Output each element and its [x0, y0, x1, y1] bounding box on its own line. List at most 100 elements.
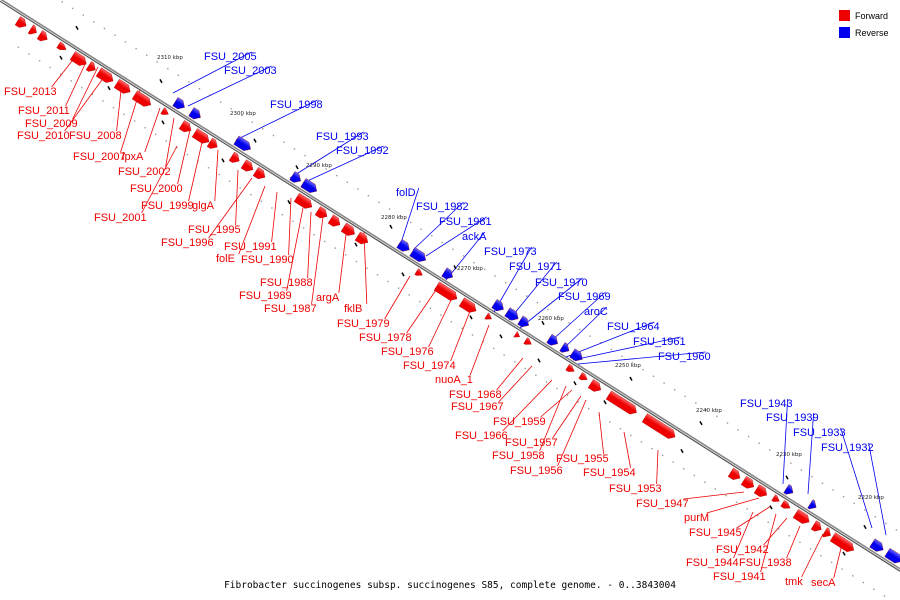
scale-dot-upper — [72, 7, 74, 10]
tick-mark-lower — [107, 86, 111, 91]
forward-gene-arrow — [293, 192, 313, 209]
scale-dot-lower — [471, 334, 474, 336]
leader-acka — [445, 231, 486, 281]
scale-dot-upper — [557, 315, 560, 317]
scale-dot-upper — [452, 248, 454, 250]
kbp-label: 2250 kbp — [615, 363, 641, 369]
scale-dot-lower — [809, 548, 812, 550]
gene-label-tmk: tmk — [785, 576, 803, 588]
forward-gene-arrow — [240, 159, 254, 172]
scale-dot-upper — [135, 47, 137, 50]
tick-mark-lower — [401, 272, 405, 277]
gene-label-fsu-1982: FSU_1982 — [416, 201, 469, 213]
kbp-label: 2280 kbp — [381, 215, 407, 221]
leader-fsu-1979 — [384, 275, 411, 320]
scale-dot-upper — [885, 522, 887, 525]
leader-fsu-1990 — [288, 197, 292, 256]
tick-mark-upper — [785, 475, 789, 480]
forward-gene-arrow — [565, 363, 575, 372]
reverse-gene-arrow — [807, 499, 817, 510]
scale-dot-lower — [873, 588, 875, 590]
scale-dot-lower — [450, 321, 453, 323]
gene-label-lpxa: lpxA — [122, 151, 144, 163]
forward-gene-arrow — [727, 467, 741, 480]
scale-dot-upper — [505, 282, 507, 284]
gene-label-fsu-1955: FSU_1955 — [556, 453, 609, 465]
gene-label-fsu-1961: FSU_1961 — [633, 336, 686, 348]
scale-dot-lower — [28, 53, 30, 55]
scale-dot-upper — [399, 215, 401, 217]
reverse-gene-arrow-body — [188, 107, 201, 120]
gene-label-fsu-1995: FSU_1995 — [188, 224, 241, 236]
leader-fsu-2002 — [165, 117, 175, 168]
scale-dot-lower — [640, 441, 643, 443]
forward-gene-arrow — [458, 297, 477, 313]
leader-fsu-1973 — [493, 246, 532, 313]
leader-fsu-1999 — [188, 137, 204, 202]
label-leader-lines — [51, 51, 887, 579]
forward-gene-arrow — [113, 78, 131, 94]
scale-dot-lower — [830, 561, 833, 564]
scale-dot-lower — [345, 254, 347, 256]
tick-mark-lower — [354, 242, 358, 247]
scale-dot-lower — [176, 147, 178, 149]
tick-mark-lower — [769, 505, 773, 510]
gene-label-fsu-1991: FSU_1991 — [224, 241, 277, 253]
scale-dot-upper — [325, 168, 327, 170]
gene-label-fsu-1966: FSU_1966 — [455, 430, 508, 442]
leader-fsu-1939 — [807, 412, 814, 495]
scale-dot-lower — [408, 294, 410, 296]
scale-dot-upper — [357, 188, 359, 190]
forward-gene-arrow — [314, 206, 328, 219]
forward-gene-arrow-body — [513, 330, 520, 338]
scale-dots — [17, 1, 898, 597]
leader-fsu-1987 — [311, 216, 324, 305]
scale-dot-upper — [832, 489, 834, 491]
scale-dot-upper — [705, 409, 707, 411]
scale-dot-upper — [103, 27, 106, 30]
scale-dot-lower — [514, 361, 516, 363]
leader-fsu-1998 — [235, 99, 318, 141]
forward-gene-arrow-body — [587, 379, 602, 392]
forward-gene-arrow — [27, 24, 37, 35]
leader-fsu-1959 — [540, 389, 573, 418]
scale-dot-lower — [376, 274, 379, 276]
leader-fsu-1993 — [289, 131, 364, 179]
leader-fsu-1960 — [577, 351, 706, 365]
scale-dot-upper — [420, 228, 422, 230]
reverse-gene-arrow — [233, 135, 251, 151]
gene-label-fsu-1989: FSU_1989 — [239, 290, 292, 302]
forward-gene-arrow-body — [27, 24, 37, 35]
scale-dot-lower — [17, 46, 20, 49]
forward-gene-arrow — [587, 379, 602, 392]
leader-fsu-1989 — [286, 207, 304, 292]
scale-dot-lower — [207, 167, 210, 169]
gene-label-fsu-1964: FSU_1964 — [607, 321, 660, 333]
kbp-label: 2240 kbp — [696, 408, 722, 414]
leader-fsu-1933 — [840, 427, 873, 529]
gene-label-fsu-2005: FSU_2005 — [204, 51, 257, 63]
scale-dot-upper — [114, 34, 116, 36]
gene-label-fsu-1943: FSU_1943 — [740, 398, 793, 410]
gene-label-fsu-1998: FSU_1998 — [270, 99, 323, 111]
tick-mark-lower — [469, 315, 473, 320]
scale-dot-lower — [757, 514, 759, 517]
kbp-label: 2310 kbp — [157, 55, 183, 61]
forward-gene-arrow-body — [191, 128, 210, 144]
gene-label-fold: folD — [396, 187, 416, 199]
gene-label-fsu-1939: FSU_1939 — [766, 412, 819, 424]
reverse-gene-arrow-body — [396, 239, 410, 252]
reverse-gene-arrow-body — [504, 307, 519, 321]
leader-fsu-1971 — [508, 261, 557, 321]
tick-mark-lower — [287, 200, 291, 205]
reverse-gene-arrow — [491, 299, 504, 312]
scale-dot-upper — [642, 368, 644, 371]
scale-dot-upper — [230, 108, 232, 110]
legend-swatch-reverse — [839, 27, 850, 38]
reverse-gene-arrow-body — [546, 334, 558, 346]
forward-gene-arrow — [85, 61, 96, 72]
scale-dot-upper — [82, 14, 84, 16]
scale-dot-upper — [167, 67, 169, 70]
forward-gene-arrow — [484, 312, 492, 320]
